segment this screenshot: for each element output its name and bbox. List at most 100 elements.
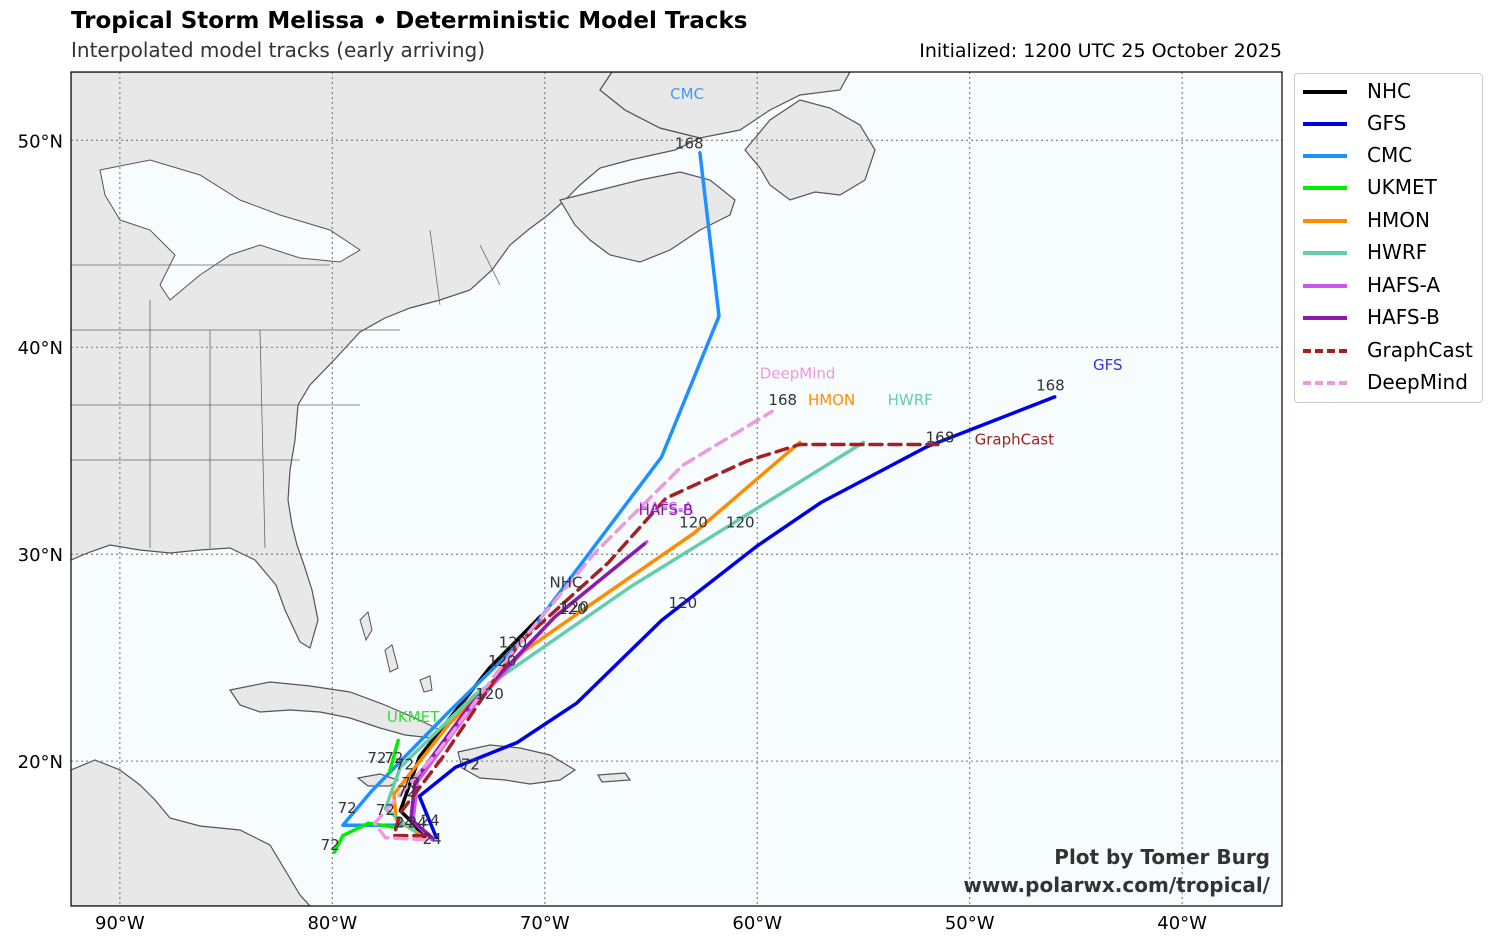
model-legend: NHC GFS CMC UKMET HMON HWRF HAFS-A HAFS-…: [1294, 73, 1483, 403]
legend-item-hmon: HMON: [1295, 205, 1482, 237]
legend-swatch-graphcast: [1303, 349, 1347, 353]
labrador: [599, 72, 851, 139]
legend-label-ukmet: UKMET: [1367, 175, 1437, 199]
lon-tick-label: 60°W: [732, 913, 782, 934]
track-end-label-hafs-a: HAFS-A: [638, 499, 694, 517]
legend-label-hafs-a: HAFS-A: [1367, 273, 1441, 297]
forecast-hour-label: 120: [488, 652, 517, 670]
lon-tick-label: 70°W: [520, 913, 570, 934]
cuba: [229, 681, 442, 739]
track-deepmind: [373, 409, 774, 842]
track-ukmet-segment: [387, 738, 400, 774]
lon-tick-label: 50°W: [945, 913, 995, 934]
great-lakes: [99, 159, 361, 301]
forecast-hour-label: 72: [384, 749, 403, 767]
legend-swatch-ukmet: [1303, 186, 1347, 190]
track-end-label-hwrf: HWRF: [888, 391, 933, 409]
state-borders: [71, 229, 501, 549]
forecast-hour-label: 72: [321, 836, 340, 854]
legend-swatch-hafs-b: [1303, 316, 1347, 320]
legend-label-hwrf: HWRF: [1367, 240, 1428, 264]
lat-tick-label: 50°N: [18, 131, 63, 152]
legend-item-hwrf: HWRF: [1295, 237, 1482, 269]
land-layer: [71, 72, 876, 906]
legend-item-gfs: GFS: [1295, 108, 1482, 140]
initialization-time: Initialized: 1200 UTC 25 October 2025: [919, 40, 1282, 62]
legend-label-deepmind: DeepMind: [1367, 370, 1468, 394]
forecast-hour-label: 120: [560, 598, 589, 616]
legend-label-hmon: HMON: [1367, 208, 1430, 232]
lon-tick-label: 40°W: [1157, 913, 1207, 934]
legend-swatch-hwrf: [1303, 251, 1347, 255]
track-end-label-cmc: CMC: [670, 85, 704, 103]
legend-item-hafs-b: HAFS-B: [1295, 302, 1482, 334]
track-nhc: [398, 614, 543, 842]
maritimes-landmass: [559, 171, 736, 263]
legend-item-deepmind: DeepMind: [1295, 367, 1482, 399]
model-tracks: [332, 150, 1057, 854]
lat-tick-label: 20°N: [18, 752, 63, 773]
forecast-hour-label: 168: [1036, 377, 1065, 395]
forecast-hour-label: 168: [768, 391, 797, 409]
forecast-hour-label: 120: [726, 513, 755, 531]
forecast-hour-label: 72: [367, 749, 386, 767]
forecast-hour-label: 72: [395, 755, 414, 773]
legend-label-gfs: GFS: [1367, 111, 1407, 135]
forecast-hour-label: 120: [499, 633, 528, 651]
forecast-hour-label: 72: [461, 755, 480, 773]
track-hwrf: [383, 440, 866, 834]
legend-item-cmc: CMC: [1295, 140, 1482, 172]
forecast-hour-label: 168: [926, 428, 955, 446]
legend-label-hafs-b: HAFS-B: [1367, 305, 1440, 329]
legend-swatch-cmc: [1303, 154, 1347, 158]
track-end-label-deepmind: DeepMind: [760, 364, 836, 382]
track-end-label-hmon: HMON: [808, 391, 855, 409]
credit-author: Plot by Tomer Burg: [1054, 845, 1270, 869]
forecast-hour-label: 120: [679, 513, 708, 531]
forecast-hour-label: 24: [408, 813, 427, 831]
track-end-label-hafs-b: HAFS-B: [639, 501, 694, 519]
legend-swatch-gfs: [1303, 122, 1347, 126]
forecast-hour-label: 72: [338, 799, 357, 817]
bahamas: [359, 611, 433, 693]
map-title: Tropical Storm Melissa • Deterministic M…: [71, 8, 748, 34]
forecast-hour-label: 120: [558, 600, 587, 618]
legend-label-nhc: NHC: [1367, 79, 1411, 103]
forecast-hour-label: 24: [421, 811, 440, 829]
lon-tick-label: 80°W: [307, 913, 357, 934]
puerto-rico: [597, 772, 632, 783]
forecast-hour-label: 120: [475, 685, 504, 703]
track-graphcast: [392, 442, 940, 838]
central-america: [71, 759, 311, 906]
credit-url: www.polarwx.com/tropical/: [963, 873, 1270, 897]
legend-swatch-hafs-a: [1303, 284, 1347, 288]
gridlines: [71, 72, 1282, 906]
legend-item-ukmet: UKMET: [1295, 172, 1482, 204]
forecast-hour-label: 72: [397, 782, 416, 800]
legend-label-cmc: CMC: [1367, 143, 1413, 167]
legend-item-graphcast: GraphCast: [1295, 335, 1482, 367]
track-ukmet: [332, 821, 398, 854]
forecast-hour-label: 72: [376, 801, 395, 819]
lon-tick-label: 90°W: [95, 913, 145, 934]
track-end-label-nhc: NHC: [550, 573, 583, 591]
forecast-hour-label: 120: [669, 594, 698, 612]
track-end-label-graphcast: GraphCast: [975, 431, 1054, 449]
map-subtitle: Interpolated model tracks (early arrivin…: [71, 38, 486, 62]
lat-tick-label: 30°N: [18, 545, 63, 566]
legend-item-hafs-a: HAFS-A: [1295, 270, 1482, 302]
legend-item-nhc: NHC: [1295, 76, 1482, 108]
forecast-hour-label: 24: [423, 830, 442, 848]
newfoundland: [744, 99, 876, 201]
tick-labels: 90°W 80°W 70°W 60°W 50°W 40°W 20°N 30°N 40°N 50°N: [18, 131, 1208, 934]
legend-swatch-deepmind: [1303, 381, 1347, 385]
lat-tick-label: 40°N: [18, 338, 63, 359]
legend-swatch-nhc: [1303, 90, 1347, 94]
forecast-hour-label: 168: [675, 135, 704, 153]
legend-label-graphcast: GraphCast: [1367, 338, 1473, 362]
track-end-label-ukmet: UKMET: [387, 708, 440, 726]
track-gfs: [417, 395, 1057, 840]
forecast-hour-label: 24: [395, 813, 414, 831]
legend-swatch-hmon: [1303, 219, 1347, 223]
